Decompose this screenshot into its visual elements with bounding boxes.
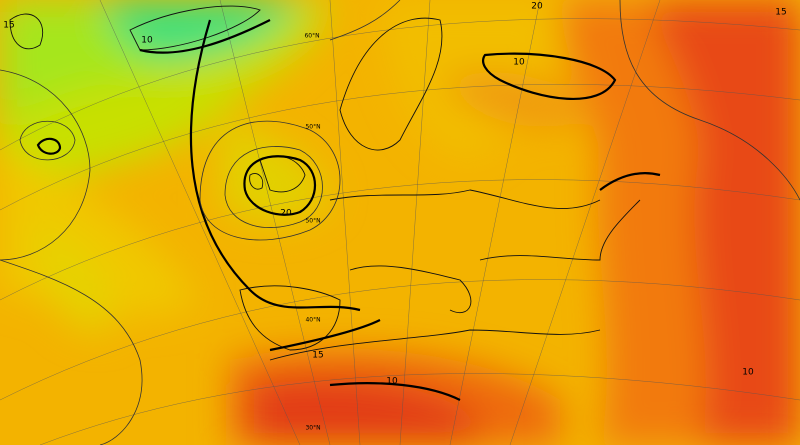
coastlines xyxy=(9,5,641,361)
contour-label: 20 xyxy=(280,209,292,219)
contour-label: 20 xyxy=(531,2,543,12)
contour-label: 10 xyxy=(742,368,754,378)
latitude-label: 60°N xyxy=(304,33,319,40)
latitude-label: 30°N xyxy=(305,425,320,432)
latitude-labels: 60°N 50°N 50°N 40°N 30°N xyxy=(304,33,320,432)
contour-label: 15 xyxy=(775,8,786,18)
contour-label: 10 xyxy=(141,36,153,46)
latitude-label: 40°N xyxy=(305,317,320,324)
latitude-label: 50°N xyxy=(305,218,320,225)
contour-label: 15 xyxy=(312,351,323,361)
contour-label: 10 xyxy=(386,377,398,387)
contour-labels: 15 10 20 10 20 15 10 10 15 xyxy=(3,2,786,387)
latitude-label: 50°N xyxy=(305,124,320,131)
contour-label: 15 xyxy=(3,21,14,31)
contour-label: 10 xyxy=(513,58,525,68)
